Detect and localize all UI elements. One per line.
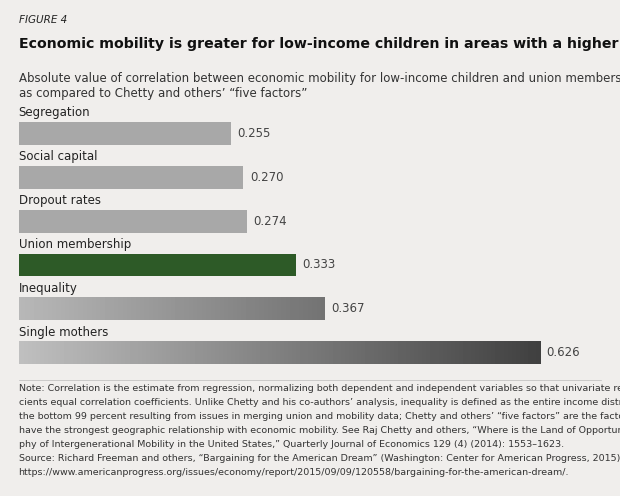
Text: the bottom 99 percent resulting from issues in merging union and mobility data; : the bottom 99 percent resulting from iss…	[19, 412, 620, 421]
Text: Dropout rates: Dropout rates	[19, 194, 100, 207]
Bar	[19, 122, 231, 145]
Text: Economic mobility is greater for low-income children in areas with a higher unio: Economic mobility is greater for low-inc…	[19, 37, 620, 51]
Text: Social capital: Social capital	[19, 150, 97, 163]
Text: phy of Intergenerational Mobility in the United States,” Quarterly Journal of Ec: phy of Intergenerational Mobility in the…	[19, 440, 564, 449]
Text: Note: Correlation is the estimate from regression, normalizing both dependent an: Note: Correlation is the estimate from r…	[19, 384, 620, 393]
Bar	[19, 166, 244, 188]
Text: Segregation: Segregation	[19, 107, 91, 120]
Text: Absolute value of correlation between economic mobility for low-income children : Absolute value of correlation between ec…	[19, 72, 620, 100]
Text: 0.274: 0.274	[254, 215, 287, 228]
Text: have the strongest geographic relationship with economic mobility. See Raj Chett: have the strongest geographic relationsh…	[19, 426, 620, 435]
Text: FIGURE 4: FIGURE 4	[19, 15, 67, 25]
Text: 0.270: 0.270	[250, 171, 283, 184]
Bar	[19, 210, 247, 233]
Text: cients equal correlation coefficients. Unlike Chetty and his co-authors’ analysi: cients equal correlation coefficients. U…	[19, 398, 620, 407]
Text: 0.333: 0.333	[303, 258, 336, 271]
Text: Single mothers: Single mothers	[19, 325, 108, 339]
Text: Source: Richard Freeman and others, “Bargaining for the American Dream” (Washing: Source: Richard Freeman and others, “Bar…	[19, 454, 620, 463]
Text: 0.255: 0.255	[237, 127, 271, 140]
Text: Union membership: Union membership	[19, 238, 131, 251]
Text: 0.626: 0.626	[546, 346, 580, 359]
Bar	[19, 253, 296, 276]
Text: https://www.americanprogress.org/issues/economy/report/2015/09/09/120558/bargain: https://www.americanprogress.org/issues/…	[19, 468, 569, 477]
Text: 0.367: 0.367	[331, 302, 365, 315]
Text: Inequality: Inequality	[19, 282, 78, 295]
